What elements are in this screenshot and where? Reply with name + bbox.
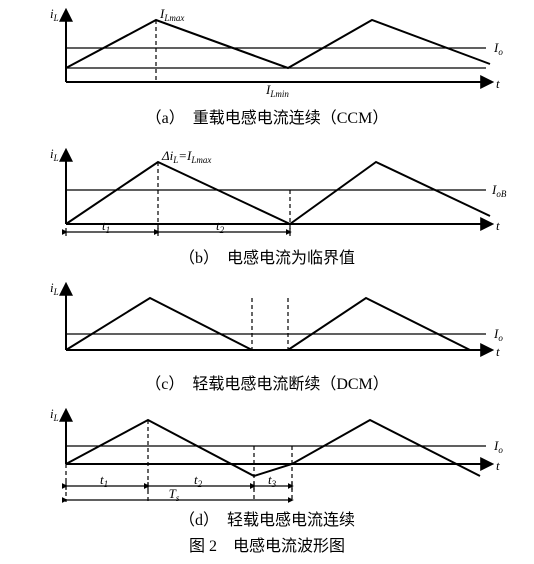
t1-label: t1: [102, 218, 110, 235]
x-axis-label: t: [496, 344, 500, 359]
waveform-c: [66, 298, 470, 350]
panel-b-svg: iL t ΔiL=ILmax IoB t1 t2: [20, 146, 514, 238]
avg-label: IoB: [491, 182, 507, 199]
valley-label: ILmin: [265, 82, 289, 98]
ts-label: Ts: [169, 486, 180, 503]
x-axis-label: t: [496, 76, 500, 91]
waveform-a: [66, 20, 490, 68]
panel-c: iL t Io: [20, 280, 514, 366]
caption-c: （c） 轻载电感电流断续（DCM）: [0, 370, 534, 394]
caption-d: （d） 轻载电感电流连续: [0, 506, 534, 530]
panel-d: iL t Io t1 t2 t3 Ts: [20, 406, 514, 506]
x-axis-label: t: [496, 458, 500, 473]
t2-label: t2: [194, 472, 203, 489]
panel-c-svg: iL t Io: [20, 280, 514, 366]
panel-d-svg: iL t Io t1 t2 t3 Ts: [20, 406, 514, 506]
peak-label: ILmax: [159, 6, 184, 23]
y-axis-label: iL: [50, 6, 59, 23]
y-axis-label: iL: [50, 406, 59, 423]
panel-a: iL t ILmax ILmin Io: [20, 6, 514, 98]
caption-b: （b） 电感电流为临界值: [0, 244, 534, 268]
y-axis-label: iL: [50, 280, 59, 297]
caption-a: （a） 重载电感电流连续（CCM）: [0, 104, 534, 128]
panel-b: iL t ΔiL=ILmax IoB t1 t2: [20, 146, 514, 238]
avg-label: Io: [493, 326, 503, 343]
t1-label: t1: [100, 472, 108, 489]
t2-label: t2: [216, 218, 225, 235]
x-axis-label: t: [496, 218, 500, 233]
figure-title: 图 2 电感电流波形图: [0, 532, 534, 556]
t3-label: t3: [268, 472, 277, 489]
delta-label: ΔiL=ILmax: [161, 148, 211, 165]
waveform-d: [66, 420, 480, 476]
avg-label: Io: [493, 438, 503, 455]
panel-a-svg: iL t ILmax ILmin Io: [20, 6, 514, 98]
avg-label: Io: [493, 40, 503, 57]
waveform-b: [66, 162, 490, 224]
y-axis-label: iL: [50, 146, 59, 163]
